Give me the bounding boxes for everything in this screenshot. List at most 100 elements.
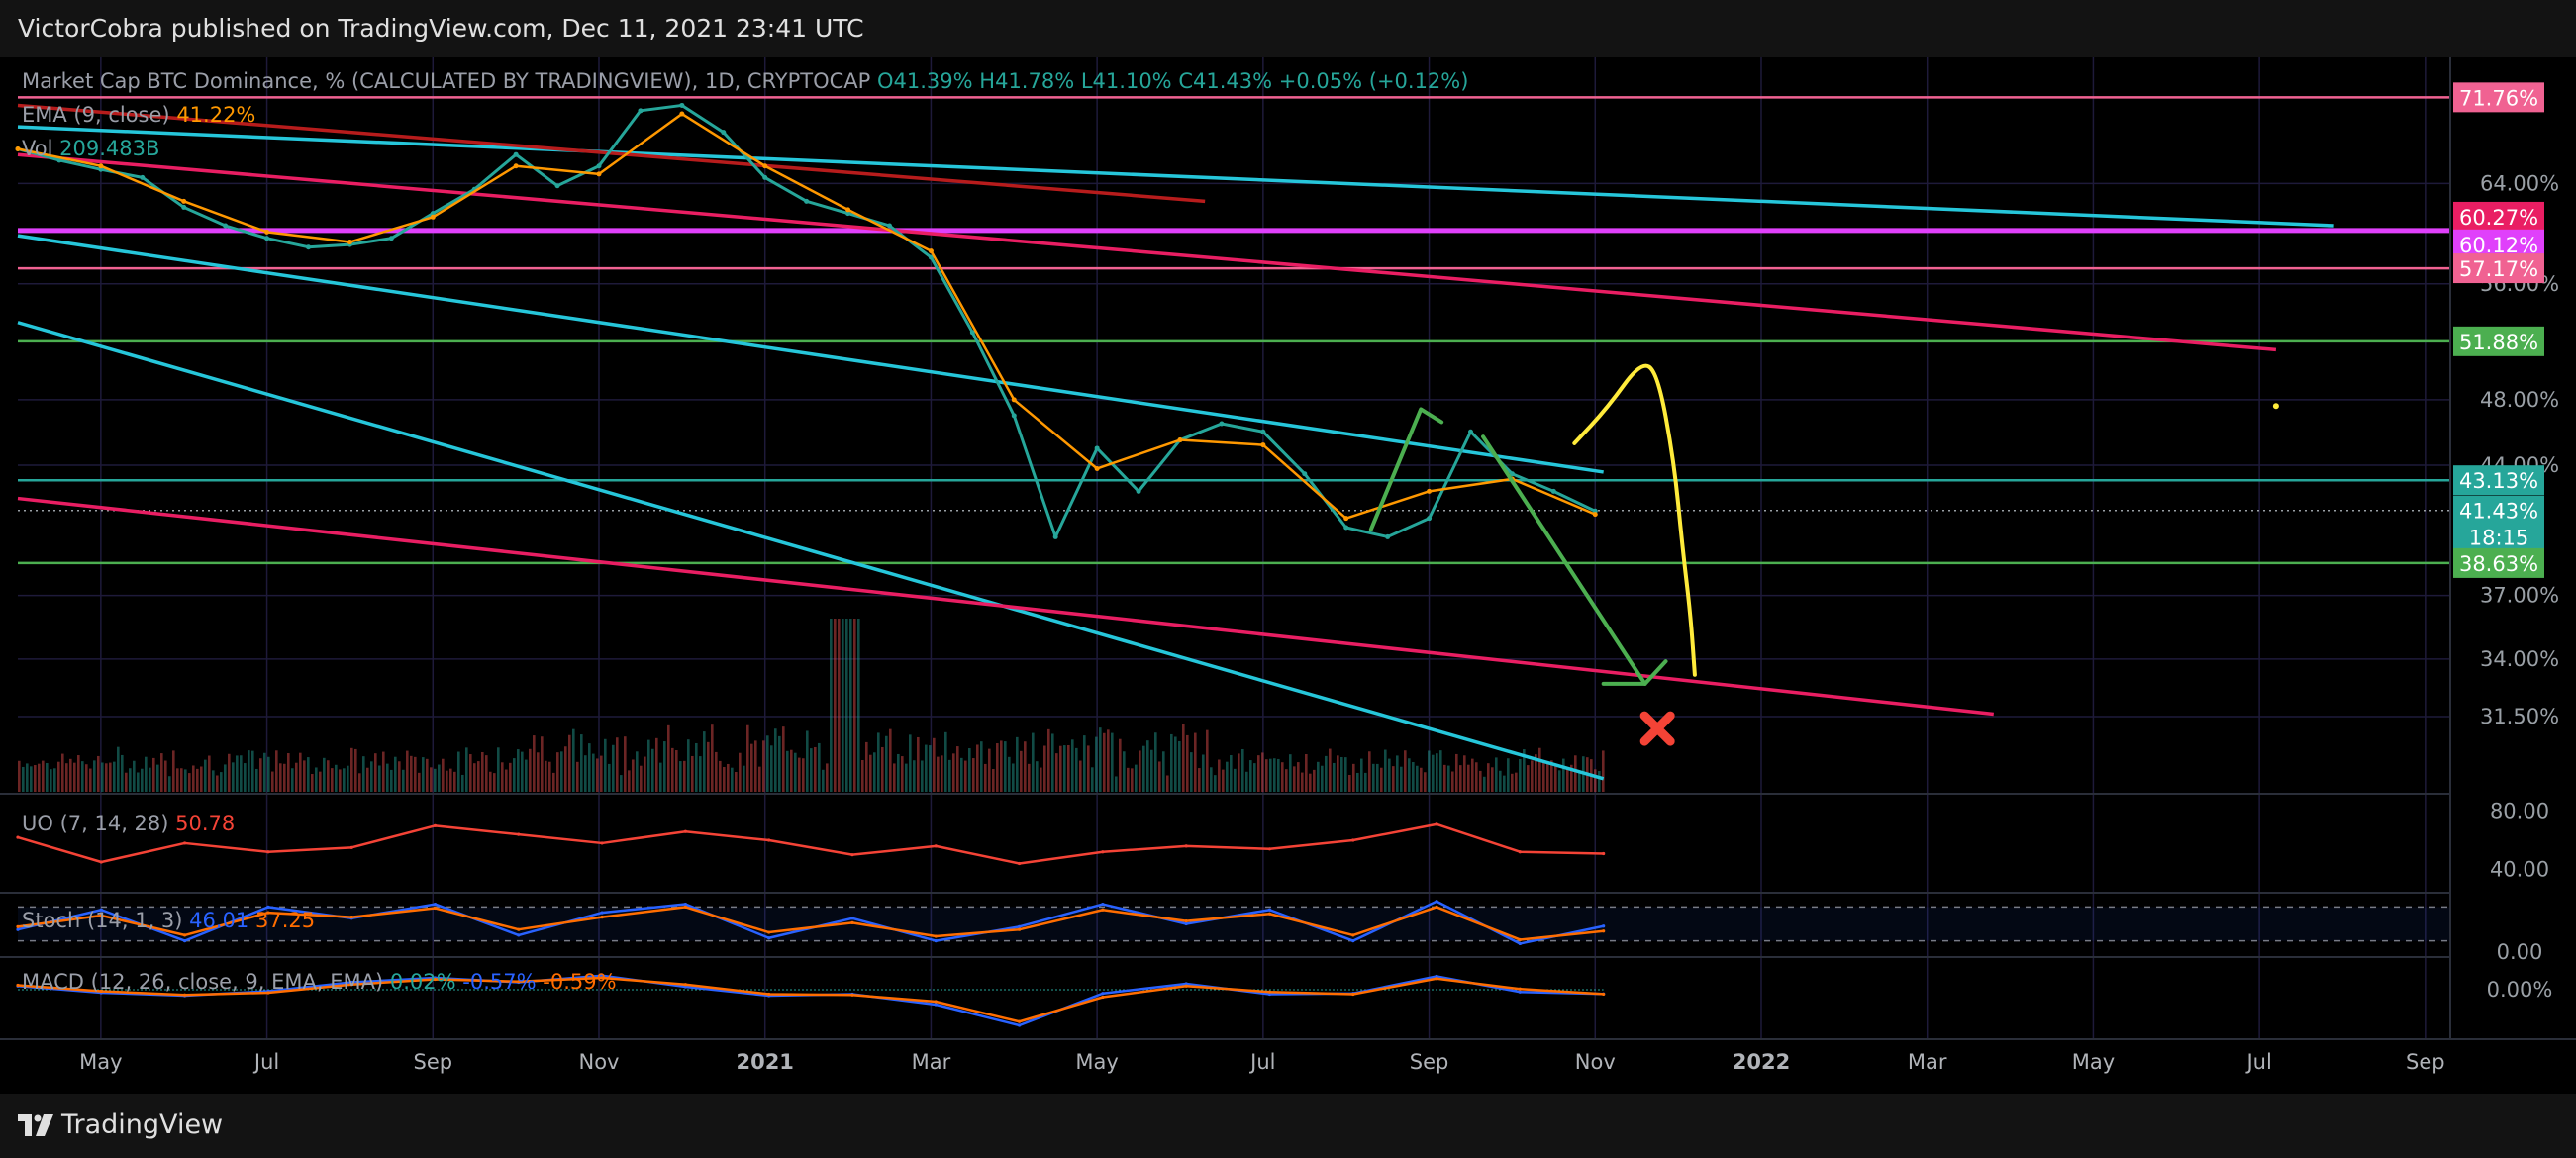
trendline bbox=[17, 321, 1605, 781]
volume-bar bbox=[1170, 733, 1173, 792]
main-legend[interactable]: Market Cap BTC Dominance, % (CALCULATED … bbox=[22, 69, 1468, 93]
indicator-point bbox=[767, 992, 771, 997]
volume-bar bbox=[790, 749, 793, 792]
price-badge-label: 18:15 bbox=[2469, 527, 2529, 550]
indicator-point bbox=[182, 939, 187, 943]
uo-legend[interactable]: UO (7, 14, 28) 50.78 bbox=[22, 812, 235, 835]
volume-bar bbox=[1071, 739, 1074, 792]
indicator-point bbox=[433, 906, 438, 911]
volume-bar bbox=[402, 769, 405, 792]
volume-bar bbox=[1269, 758, 1272, 792]
trendline bbox=[17, 234, 1604, 474]
indicator-point bbox=[266, 850, 270, 854]
volume-bar bbox=[651, 748, 654, 792]
ema-point bbox=[596, 171, 602, 177]
volume-bar bbox=[446, 770, 448, 792]
indicator-point bbox=[266, 911, 270, 915]
volume-bar bbox=[1285, 769, 1288, 792]
price-point bbox=[98, 166, 104, 172]
indicator-point bbox=[1184, 844, 1188, 848]
volume-bar bbox=[933, 737, 936, 792]
indicator-point bbox=[1518, 987, 1522, 991]
price-badge-label: 38.63% bbox=[2459, 552, 2538, 576]
volume-bar bbox=[18, 760, 21, 792]
volume-bar bbox=[299, 752, 302, 792]
volume-bar bbox=[473, 763, 476, 792]
volume-bar bbox=[216, 775, 219, 792]
volume-bar bbox=[26, 763, 29, 792]
volume-bar bbox=[628, 770, 631, 792]
volume-bar bbox=[754, 740, 757, 792]
volume-bar bbox=[699, 756, 702, 792]
volume-bar bbox=[774, 728, 777, 792]
indicator-point bbox=[99, 914, 103, 917]
price-point bbox=[1302, 471, 1308, 477]
volume-bar bbox=[818, 742, 821, 792]
volume-bar bbox=[1245, 771, 1248, 792]
price-badge bbox=[2453, 547, 2544, 578]
price-point bbox=[56, 157, 62, 163]
volume-bar bbox=[1519, 758, 1522, 792]
y-tick-label: 37.00% bbox=[2480, 584, 2559, 608]
volume-bar bbox=[521, 751, 524, 792]
price-badge bbox=[2453, 253, 2544, 284]
volume-bar bbox=[1210, 767, 1213, 792]
volume-bar bbox=[731, 767, 734, 792]
volume-bar bbox=[457, 751, 460, 792]
volume-bar bbox=[1538, 747, 1541, 792]
price-badge-label: 57.17% bbox=[2459, 257, 2538, 281]
volume-bar bbox=[1594, 769, 1597, 792]
price-point bbox=[679, 102, 685, 108]
volume-bar bbox=[556, 752, 559, 792]
volume-bar bbox=[616, 737, 619, 792]
x-tick-label: Jul bbox=[2244, 1050, 2271, 1074]
volume-bar bbox=[180, 768, 183, 792]
tradingview-brand[interactable]: TradingView bbox=[18, 1110, 223, 1140]
volume-bar bbox=[1063, 745, 1066, 792]
volume-bar bbox=[1162, 751, 1165, 792]
x-tick-label: Sep bbox=[2406, 1050, 2445, 1074]
stoch-d-value: 37.25 bbox=[254, 909, 316, 932]
ema-point bbox=[1343, 516, 1349, 522]
indicator-point bbox=[517, 927, 521, 931]
volume-bar bbox=[1087, 745, 1090, 792]
indicator-point bbox=[1017, 861, 1022, 866]
volume-bar bbox=[93, 760, 96, 792]
volume-bar bbox=[267, 756, 270, 792]
volume-bar bbox=[659, 762, 662, 792]
volume-bar bbox=[1142, 745, 1145, 792]
ohlc-high: H41.78% bbox=[979, 69, 1075, 93]
volume-bar bbox=[461, 774, 464, 792]
volume-bar bbox=[152, 757, 155, 792]
x-tick-label: 2022 bbox=[1733, 1050, 1790, 1074]
volume-bar bbox=[640, 765, 643, 792]
indicator-point bbox=[1184, 984, 1188, 988]
indicator-point bbox=[1267, 990, 1272, 994]
indicator-line bbox=[17, 976, 1604, 1023]
volume-bar bbox=[1107, 729, 1110, 792]
ema-legend[interactable]: EMA (9, close) 41.22% bbox=[22, 103, 255, 127]
volume-bar bbox=[1174, 736, 1177, 792]
volume-bar bbox=[1253, 763, 1256, 792]
volume-bar bbox=[105, 763, 108, 792]
volume-bar bbox=[679, 761, 682, 792]
volume-bar bbox=[1043, 745, 1046, 792]
volume-bar bbox=[624, 736, 627, 792]
indicator-point bbox=[1101, 908, 1105, 912]
vol-legend[interactable]: Vol 209.483B bbox=[22, 137, 159, 160]
volume-bar bbox=[1503, 775, 1506, 792]
stoch-legend[interactable]: Stoch (14, 1, 3) 46.01 37.25 bbox=[22, 909, 315, 932]
brand-footer: TradingView bbox=[0, 1094, 2576, 1158]
volume-bar bbox=[1416, 765, 1419, 792]
volume-bar bbox=[1566, 767, 1569, 792]
volume-bar bbox=[976, 744, 979, 792]
macd-legend[interactable]: MACD (12, 26, close, 9, EMA, EMA) 0.02% … bbox=[22, 970, 617, 994]
indicator-point bbox=[517, 933, 521, 937]
indicator-point bbox=[1267, 847, 1272, 851]
volume-bar bbox=[1020, 750, 1023, 792]
price-point bbox=[1343, 525, 1349, 531]
volume-bar bbox=[319, 771, 322, 792]
ema-point bbox=[181, 198, 187, 204]
volume-bar bbox=[212, 770, 215, 792]
